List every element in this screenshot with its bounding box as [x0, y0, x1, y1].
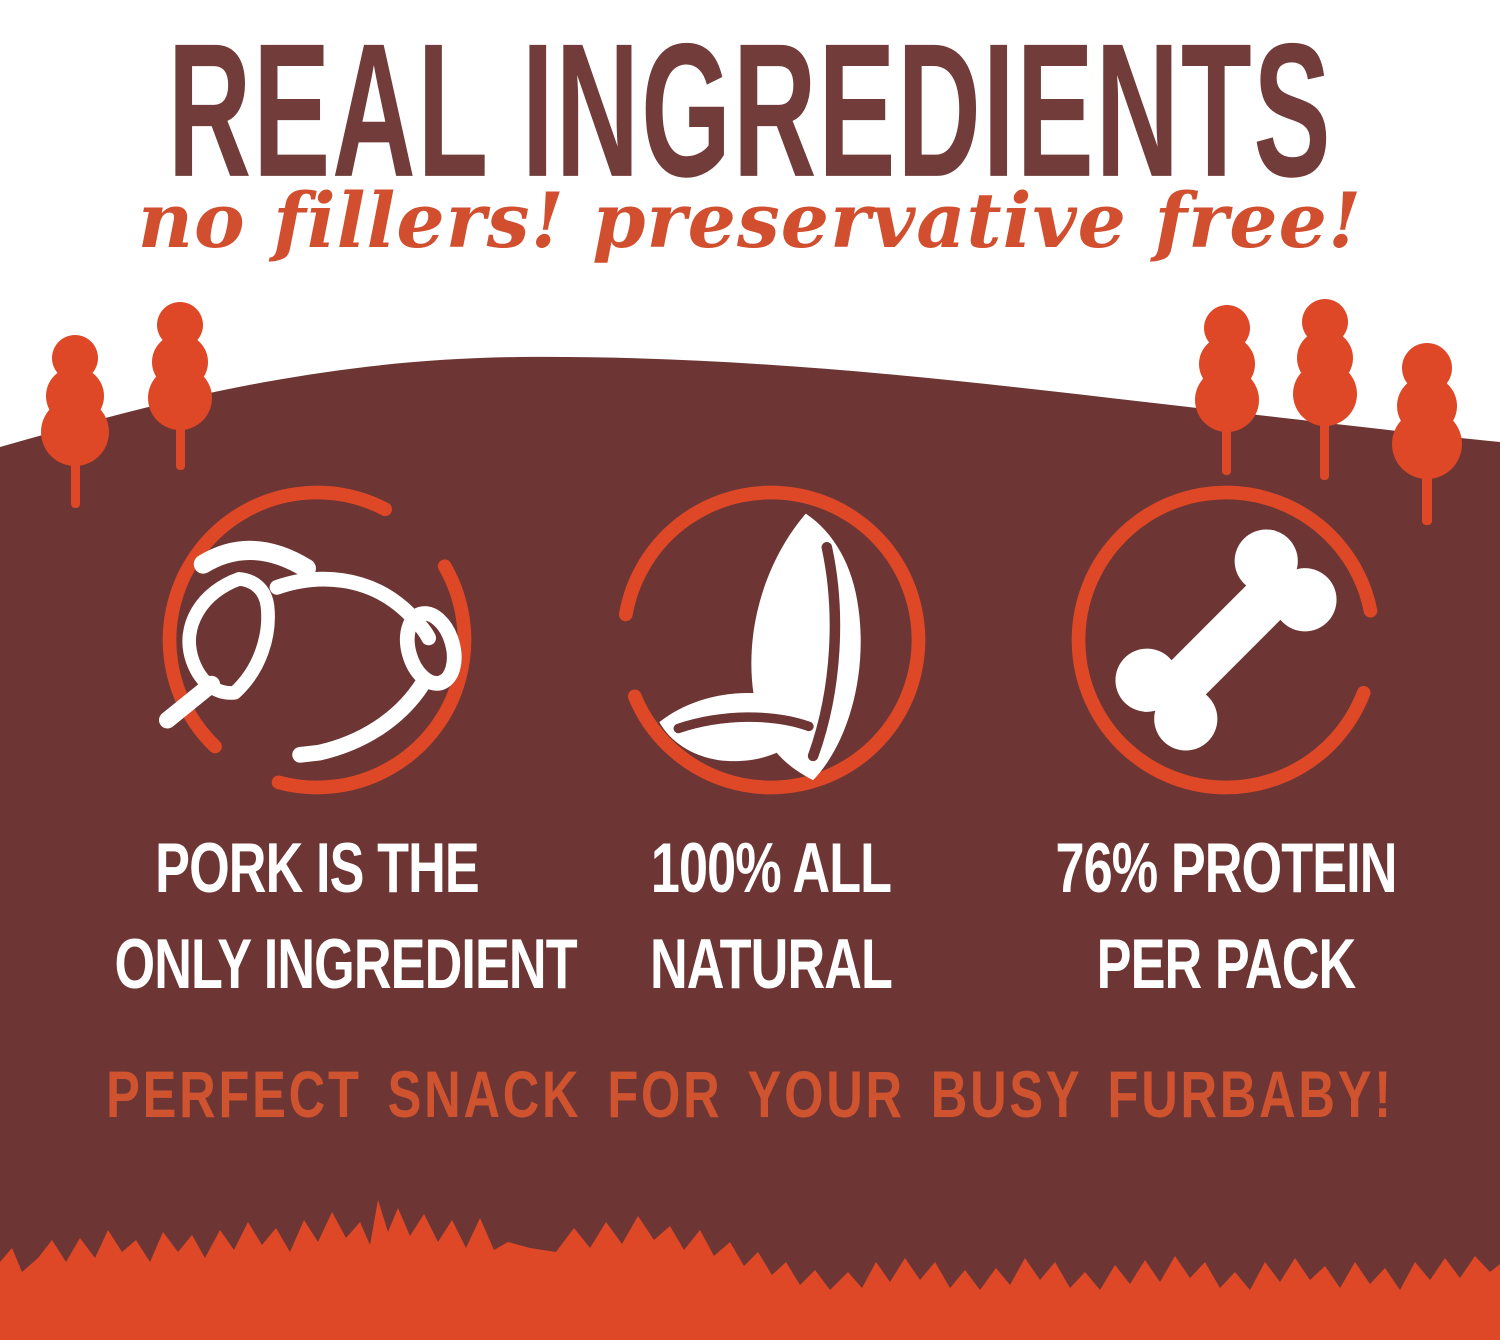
page-title: REAL INGREDIENTS — [167, 4, 1333, 218]
feature-protein: 76% PROTEIN PER PACK — [1001, 482, 1451, 1004]
feature-label: 100% ALL NATURAL — [569, 821, 974, 1013]
feature-label-line: NATURAL — [649, 924, 893, 1004]
subtitle-script: no fillers! preservative free! — [137, 176, 1363, 265]
feature-label-line: 76% PROTEIN — [1055, 828, 1397, 908]
feature-label-line: PER PACK — [1096, 924, 1357, 1004]
tree-icon — [41, 335, 109, 508]
pig-icon — [159, 485, 472, 795]
tree-icon — [148, 302, 212, 470]
tree-icon — [1392, 343, 1462, 525]
feature-label-line: PORK IS THE — [155, 828, 480, 908]
feature-pork: PORK IS THE ONLY INGREDIENT — [92, 482, 578, 1004]
feature-label: 76% PROTEIN PER PACK — [1024, 821, 1429, 1013]
footer-tagline: PERFECT SNACK FOR YOUR BUSY FURBABY! — [106, 1057, 1394, 1132]
feature-label-line: 100% ALL — [650, 828, 892, 908]
feature-label-line: ONLY INGREDIENT — [114, 924, 578, 1004]
feature-natural: 100% ALL NATURAL — [546, 482, 996, 1004]
tree-icon — [1195, 305, 1259, 475]
jagged-grass-shape — [0, 1200, 1500, 1340]
feature-label: PORK IS THE ONLY INGREDIENT — [114, 821, 578, 1013]
bone-icon — [1071, 485, 1381, 795]
leaves-icon — [616, 485, 926, 795]
hill-shape — [0, 356, 1500, 1340]
tree-icon — [1293, 299, 1357, 480]
